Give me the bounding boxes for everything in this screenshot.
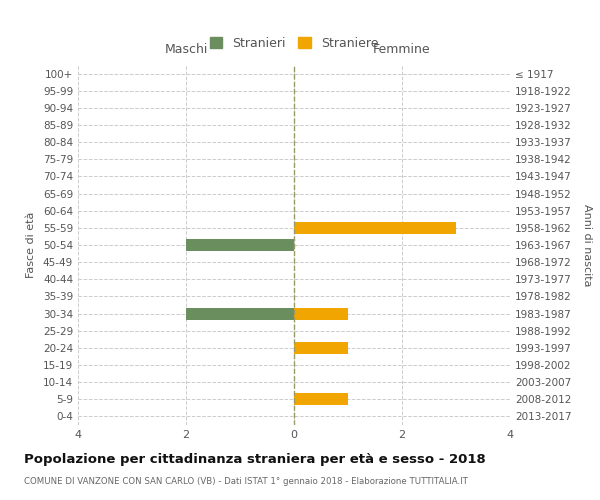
Text: Femmine: Femmine <box>373 43 431 56</box>
Text: COMUNE DI VANZONE CON SAN CARLO (VB) - Dati ISTAT 1° gennaio 2018 - Elaborazione: COMUNE DI VANZONE CON SAN CARLO (VB) - D… <box>24 478 468 486</box>
Bar <box>186 239 294 251</box>
Y-axis label: Anni di nascita: Anni di nascita <box>583 204 592 286</box>
Bar <box>294 222 456 234</box>
Bar <box>186 308 294 320</box>
Bar <box>294 394 348 406</box>
Bar <box>294 308 348 320</box>
Text: Popolazione per cittadinanza straniera per età e sesso - 2018: Popolazione per cittadinanza straniera p… <box>24 452 486 466</box>
Text: Maschi: Maschi <box>164 43 208 56</box>
Y-axis label: Fasce di età: Fasce di età <box>26 212 36 278</box>
Bar <box>294 342 348 354</box>
Legend: Stranieri, Straniere: Stranieri, Straniere <box>205 32 383 54</box>
